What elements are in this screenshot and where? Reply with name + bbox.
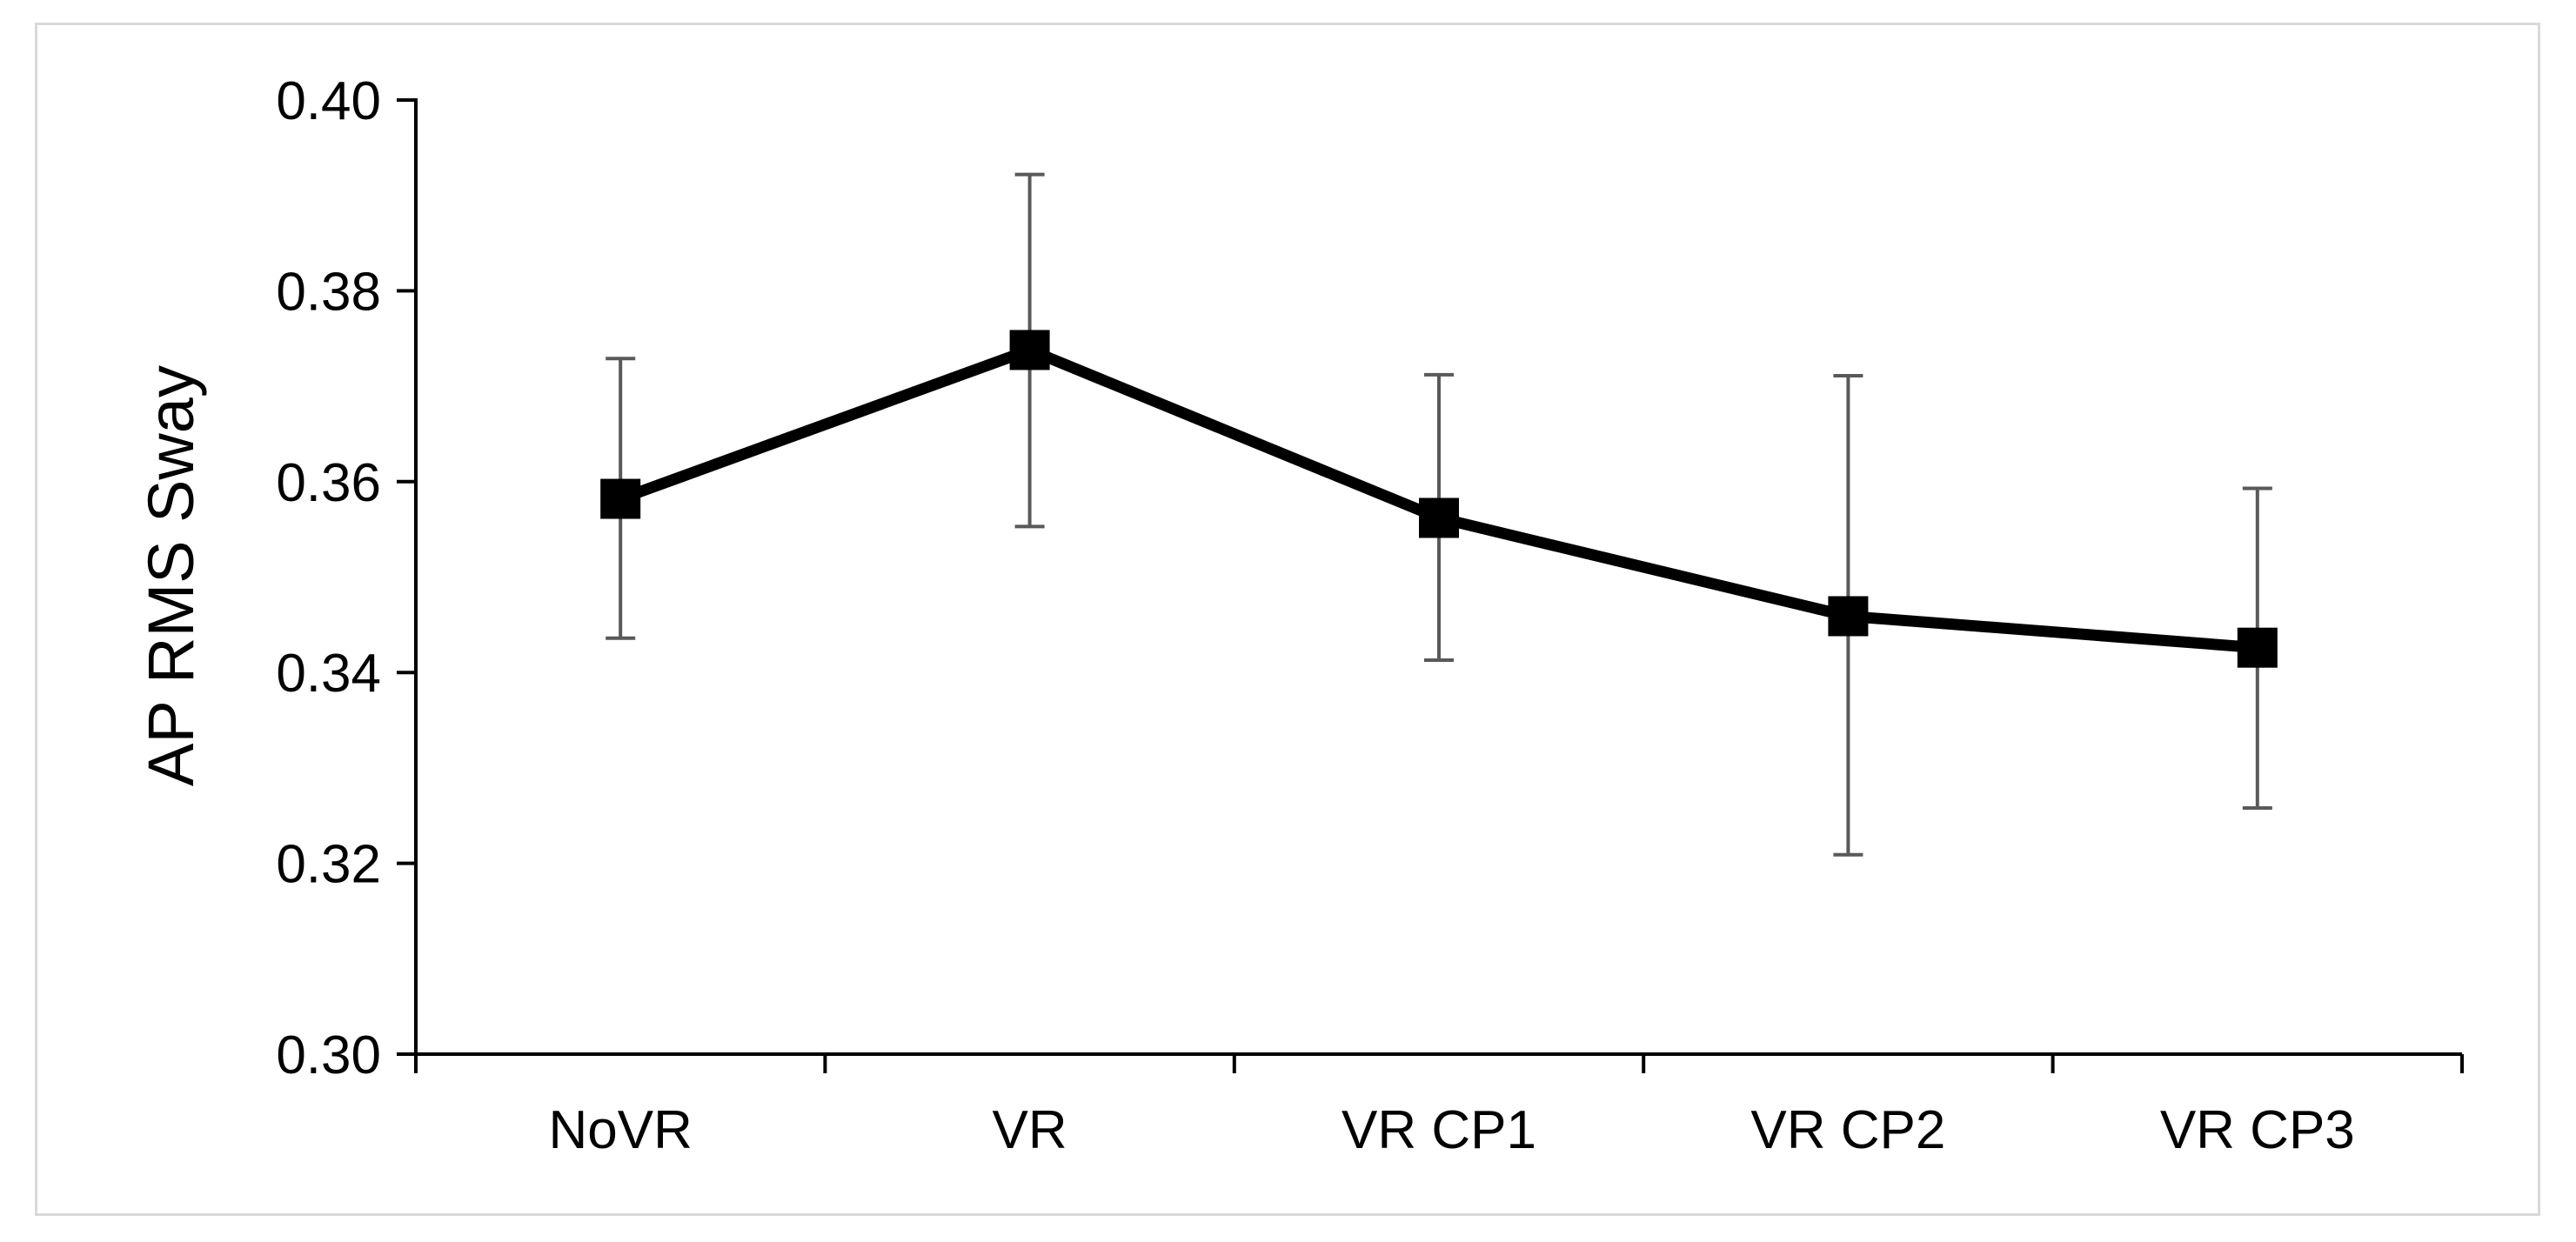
data-point-marker: [1009, 330, 1050, 371]
y-tick-label: 0.32: [276, 835, 381, 895]
x-tick-label: VR CP3: [2160, 1100, 2355, 1160]
data-point-marker: [600, 478, 641, 519]
x-tick-label: NoVR: [549, 1100, 693, 1160]
y-axis-title: AP RMS Sway: [135, 365, 207, 786]
series-markers: [600, 330, 2278, 668]
data-point-marker: [2237, 627, 2278, 668]
y-tick-label: 0.40: [276, 71, 381, 131]
y-tick-label: 0.34: [276, 644, 381, 704]
y-tick-label: 0.36: [276, 453, 381, 513]
chart-frame: [35, 23, 2540, 1216]
axes: 0.30 0.32 0.34 0.36 0.38 0.40 NoVR VR VR CP1 VR C…: [276, 71, 2464, 1160]
x-tick-label: VR: [993, 1100, 1067, 1160]
data-point-marker: [1828, 596, 1869, 637]
y-tick-label: 0.38: [276, 262, 381, 322]
x-tick-label: VR CP2: [1750, 1100, 1945, 1160]
x-tick-label: VR CP1: [1342, 1100, 1536, 1160]
y-tick-label: 0.30: [276, 1025, 381, 1085]
data-point-marker: [1419, 497, 1459, 538]
